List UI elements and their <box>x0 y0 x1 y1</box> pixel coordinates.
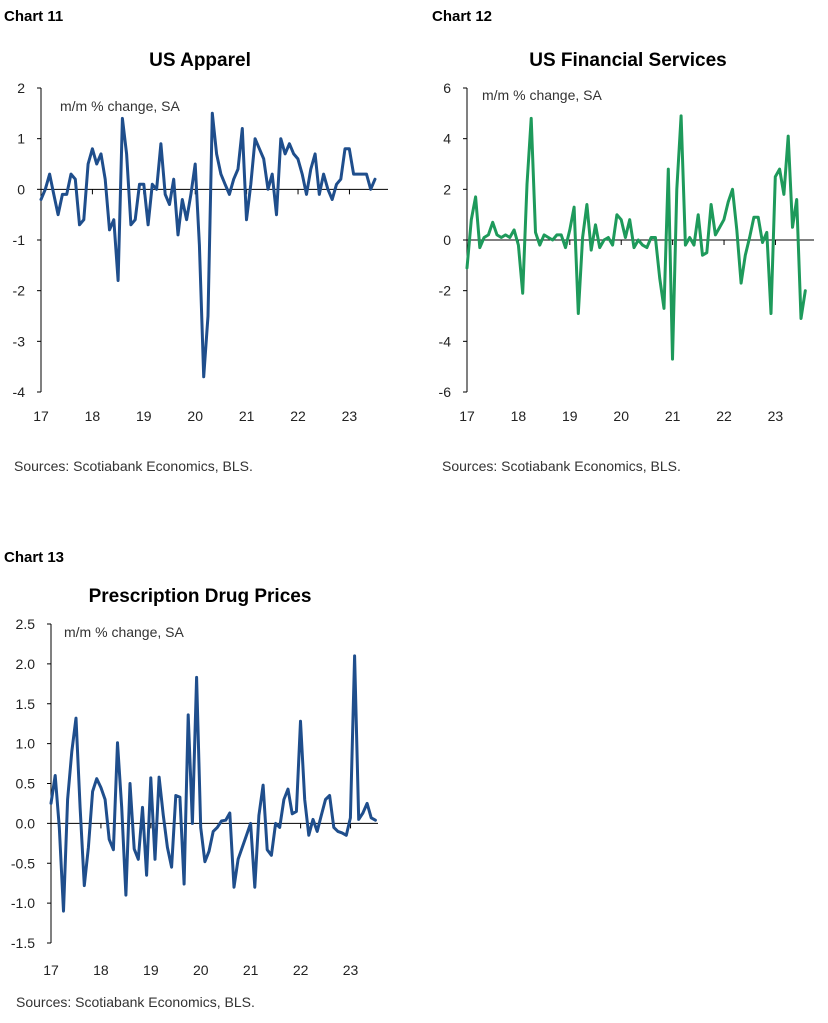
y-tick-label: -3 <box>13 333 26 349</box>
x-tick-label: 18 <box>511 408 527 424</box>
x-tick-label: 21 <box>239 408 255 424</box>
x-tick-label: 20 <box>187 408 203 424</box>
x-tick-label: 23 <box>768 408 784 424</box>
y-tick-label: 1.0 <box>16 736 36 752</box>
y-tick-label: 0 <box>443 232 451 248</box>
y-tick-label: -1.5 <box>11 935 35 951</box>
x-tick-label: 17 <box>33 408 49 424</box>
source-note: Sources: Scotiabank Economics, BLS. <box>442 458 681 474</box>
y-tick-label: -1.0 <box>11 895 35 911</box>
y-tick-label: 2.0 <box>16 656 36 672</box>
x-tick-label: 23 <box>342 408 358 424</box>
x-tick-label: 21 <box>243 962 259 978</box>
y-tick-label: -1 <box>13 232 26 248</box>
y-tick-label: -2 <box>439 283 452 299</box>
source-note: Sources: Scotiabank Economics, BLS. <box>16 994 255 1010</box>
x-tick-label: 20 <box>613 408 629 424</box>
x-tick-label: 19 <box>143 962 159 978</box>
chart-title: Prescription Drug Prices <box>89 586 312 607</box>
y-tick-label: 0.0 <box>16 815 36 831</box>
x-tick-label: 22 <box>716 408 732 424</box>
x-tick-label: 23 <box>343 962 359 978</box>
x-tick-label: 21 <box>665 408 681 424</box>
plot-area: 210-1-2-3-417 18 19 20 21 22 23 <box>13 80 388 424</box>
chart-title: US Financial Services <box>529 50 727 71</box>
y-tick-label: 2 <box>17 80 25 96</box>
chart-11: Chart 11 US Apparel m/m % change, SA Sou… <box>4 8 388 474</box>
y-tick-label: -4 <box>439 333 452 349</box>
y-tick-label: 0.5 <box>16 776 36 792</box>
x-tick-label: 17 <box>459 408 475 424</box>
y-tick-label: 1.5 <box>16 696 36 712</box>
x-tick-label: 19 <box>562 408 578 424</box>
y-axis-label: m/m % change, SA <box>60 98 180 114</box>
source-note: Sources: Scotiabank Economics, BLS. <box>14 458 253 474</box>
x-tick-label: 19 <box>136 408 152 424</box>
y-tick-label: -4 <box>13 384 26 400</box>
x-tick-label: 18 <box>85 408 101 424</box>
y-tick-label: 6 <box>443 80 451 96</box>
chart-label: Chart 13 <box>4 549 64 566</box>
x-tick-label: 18 <box>93 962 109 978</box>
chart-12: Chart 12 US Financial Services m/m % cha… <box>432 8 814 474</box>
chart-13: Chart 13 Prescription Drug Prices m/m % … <box>4 549 378 1010</box>
series-line <box>39 111 377 379</box>
y-tick-label: 2 <box>443 181 451 197</box>
plot-area: 2.5 2.0 1.5 1.0 0.5 0.0 -0.5 -1.0 -1.5 17 18 19 20 21… <box>11 616 378 978</box>
y-tick-label: 0 <box>17 181 25 197</box>
y-axis-label: m/m % change, SA <box>64 624 184 640</box>
x-tick-label: 22 <box>293 962 309 978</box>
x-tick-label: 17 <box>43 962 59 978</box>
y-tick-label: -0.5 <box>11 855 35 871</box>
y-axis-label: m/m % change, SA <box>482 87 602 103</box>
y-tick-label: -6 <box>439 384 452 400</box>
series-line <box>49 654 377 913</box>
y-tick-label: 4 <box>443 131 451 147</box>
y-tick-label: 2.5 <box>16 616 36 632</box>
y-tick-label: 1 <box>17 131 25 147</box>
x-tick-label: 22 <box>290 408 306 424</box>
x-tick-label: 20 <box>193 962 209 978</box>
chart-label: Chart 11 <box>4 8 63 25</box>
chart-title: US Apparel <box>149 50 251 71</box>
y-tick-label: -2 <box>13 283 26 299</box>
chart-label: Chart 12 <box>432 8 492 25</box>
series-line <box>465 114 807 361</box>
